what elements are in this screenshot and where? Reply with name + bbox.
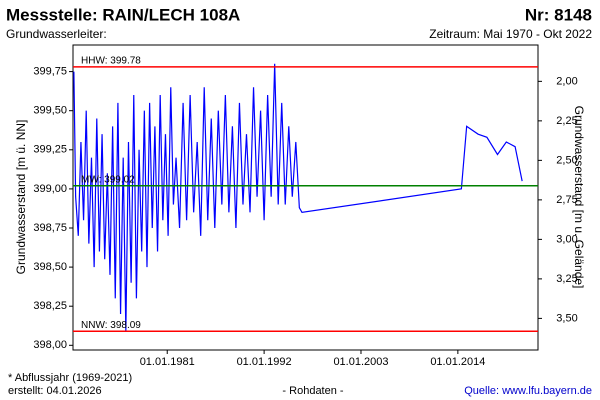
y2-tick-label: 2,00 bbox=[556, 75, 577, 87]
x-tick-label: 01.01.2014 bbox=[430, 356, 485, 368]
created: erstellt: 04.01.2026 bbox=[8, 385, 102, 397]
y2-tick-label: 2,50 bbox=[556, 154, 577, 166]
y2-tick-label: 2,75 bbox=[556, 194, 577, 206]
y-tick-label: 399,00 bbox=[33, 183, 67, 195]
y-tick-label: 399,25 bbox=[33, 144, 67, 156]
data-line bbox=[73, 63, 523, 332]
y-tick-label: 398,00 bbox=[33, 339, 67, 351]
reference-label: MW: 399.02 bbox=[81, 174, 135, 185]
y2-tick-label: 3,25 bbox=[556, 273, 577, 285]
y-axis-label: Grundwasserstand [m ü. NN] bbox=[14, 120, 28, 275]
y2-tick-label: 2,25 bbox=[556, 115, 577, 127]
station-number: Nr: 8148 bbox=[525, 5, 592, 24]
plot-area bbox=[72, 44, 539, 351]
period: Zeitraum: Mai 1970 - Okt 2022 bbox=[429, 27, 592, 41]
y2-tick-label: 3,00 bbox=[556, 233, 577, 245]
chart-title: Messstelle: RAIN/LECH 108A bbox=[6, 5, 240, 24]
x-tick-label: 01.01.1992 bbox=[237, 356, 292, 368]
y-tick-label: 398,75 bbox=[33, 222, 67, 234]
y-tick-label: 399,75 bbox=[33, 65, 67, 77]
y-tick-label: 398,50 bbox=[33, 261, 67, 273]
y-tick-label: 399,50 bbox=[33, 105, 67, 117]
reference-label: HHW: 399.78 bbox=[81, 56, 141, 67]
raw-data: - Rohdaten - bbox=[282, 385, 343, 397]
x-tick-label: 01.01.2003 bbox=[333, 356, 388, 368]
footnote: * Abflussjahr (1969-2021) bbox=[8, 372, 132, 384]
reference-label: NNW: 398.09 bbox=[81, 320, 141, 331]
source[interactable]: Quelle: www.lfu.bayern.de bbox=[464, 385, 592, 397]
x-tick-label: 01.01.1981 bbox=[140, 356, 195, 368]
y2-tick-label: 3,50 bbox=[556, 312, 577, 324]
y2-axis-label: Grundwasserstand [m u. Gelände] bbox=[572, 106, 586, 289]
subtitle: Grundwasserleiter: bbox=[6, 27, 107, 41]
y-tick-label: 398,25 bbox=[33, 300, 67, 312]
